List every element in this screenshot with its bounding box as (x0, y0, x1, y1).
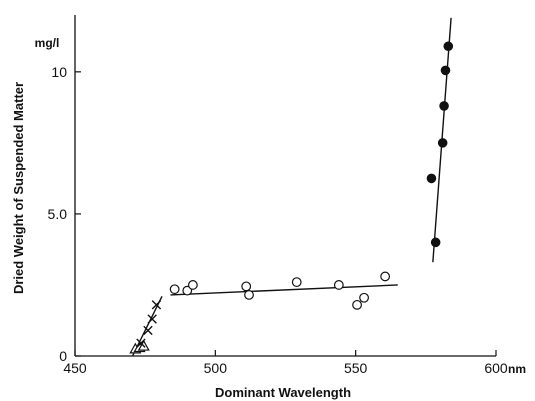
x-tick-label: 550 (344, 360, 368, 376)
filled-circle-point (443, 41, 454, 52)
cross-point (143, 325, 153, 336)
x-tick-label: 450 (63, 360, 87, 376)
y-axis: 0 5.0 10 mg/l Dried Weight of Suspended Ma… (11, 15, 81, 364)
open-circle-point (333, 280, 344, 290)
x-tick-label: 500 (204, 360, 228, 376)
open-circle-point (241, 281, 252, 292)
open-circle-point (187, 280, 198, 290)
filled-circle-point (426, 173, 437, 184)
y-tick-label: 0 (59, 348, 67, 364)
y-unit-label: mg/l (35, 36, 60, 50)
filled-circle-point (430, 237, 441, 248)
filled-circle-point (440, 65, 451, 76)
x-ticks: 450 500 550 600 (63, 350, 508, 376)
y-tick-label: 10 (51, 64, 67, 80)
y-tick-label: 5.0 (48, 206, 68, 222)
x-tick-label: 600 (484, 360, 508, 376)
open-circle-point (182, 285, 193, 296)
x-unit-label: nm (508, 362, 526, 376)
data-points (129, 41, 454, 354)
fit-line (170, 284, 398, 296)
filled-circle-point (437, 138, 448, 148)
open-circle-point (352, 299, 362, 310)
x-axis: 450 500 550 600 nm Dominant Wavelength (63, 350, 526, 400)
y-ticks: 0 5.0 10 (48, 64, 81, 364)
cross-point (136, 338, 146, 348)
fit-lines (131, 17, 452, 357)
x-axis-title: Dominant Wavelength (215, 385, 351, 400)
y-axis-title: Dried Weight of Suspended Matter (11, 82, 26, 294)
cross-point (147, 314, 157, 324)
cross-point (151, 300, 162, 310)
open-circle-point (169, 284, 180, 295)
open-circle-point (359, 292, 369, 303)
open-circle-point (244, 290, 254, 300)
open-circle-point (380, 271, 391, 282)
open-circle-point (291, 277, 302, 288)
filled-circle-point (439, 101, 449, 111)
